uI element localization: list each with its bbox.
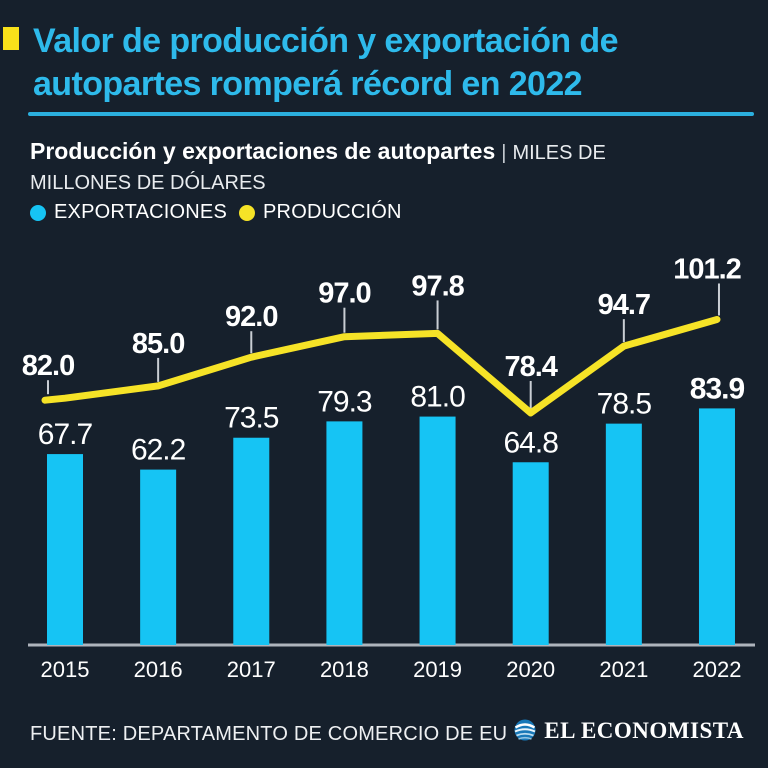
footer-source: FUENTE: DEPARTAMENTO DE COMERCIO DE EU <box>30 723 508 745</box>
bar-value-label-2017: 73.5 <box>224 402 279 435</box>
brand-name: EL ECONOMISTA <box>544 718 744 743</box>
legend-item-exportaciones: EXPORTACIONES <box>30 201 227 224</box>
subtitle-separator: | <box>501 142 507 164</box>
bar-value-label-2020: 64.8 <box>504 426 559 459</box>
line-value-label-2020: 78.4 <box>504 351 557 383</box>
bar-value-label-2022: 83.9 <box>690 372 745 405</box>
subtitle-unit-line1: MILES DE <box>512 142 606 164</box>
legend-dot-exportaciones-icon <box>30 204 46 221</box>
line-value-label-2021: 94.7 <box>598 289 650 321</box>
line-value-label-2019: 97.8 <box>411 270 464 302</box>
bar-2016 <box>140 469 177 645</box>
chart: 67.7 62.2 73.5 79.3 81.0 64.8 78.5 83.9 82.0 85.0… <box>22 253 755 682</box>
bar-value-label-2018: 79.3 <box>317 385 372 418</box>
x-axis-label-2016: 2016 <box>134 657 183 682</box>
legend-dot-produccion-icon <box>239 204 256 221</box>
bar-2021 <box>605 423 642 645</box>
line-value-label-2022: 101.2 <box>673 253 741 285</box>
title-divider <box>28 112 754 116</box>
page-title-line2: autopartes romperá récord en 2022 <box>33 65 583 103</box>
globe-icon <box>514 719 536 741</box>
chart-area: 67.7 62.2 73.5 79.3 81.0 64.8 78.5 83.9 82.0 85.0… <box>0 238 768 708</box>
chart-legend: EXPORTACIONES PRODUCCIÓN <box>30 201 402 224</box>
line-value-label-2017: 92.0 <box>225 301 277 333</box>
chart-subtitle-text: Producción y exportaciones de autopartes <box>30 138 496 164</box>
legend-label-exportaciones: EXPORTACIONES <box>54 201 228 223</box>
page-title-line1: Valor de producción y exportación de <box>33 22 618 60</box>
bar-2018 <box>326 421 363 645</box>
bar-2015 <box>47 454 83 645</box>
chart-subtitle: Producción y exportaciones de autopartes… <box>30 136 742 198</box>
subtitle-unit-line2: MILLONES DE DÓLARES <box>30 172 266 194</box>
brand-logo: EL ECONOMISTA <box>513 718 744 744</box>
x-axis-label-2021: 2021 <box>599 657 648 682</box>
bar-2019 <box>419 416 456 645</box>
bar-value-label-2015: 67.7 <box>38 418 93 451</box>
x-axis-label-2017: 2017 <box>227 657 276 682</box>
bar-value-label-2019: 81.0 <box>410 381 465 414</box>
line-value-label-2016: 85.0 <box>132 328 184 360</box>
bar-value-label-2021: 78.5 <box>597 388 652 421</box>
legend-label-produccion: PRODUCCIÓN <box>263 201 402 223</box>
line-value-label-2018: 97.0 <box>318 278 370 310</box>
accent-marker <box>3 27 19 50</box>
page-title: Valor de producción y exportación de aut… <box>33 20 757 106</box>
x-axis-label-2020: 2020 <box>506 657 555 682</box>
x-axis-label-2018: 2018 <box>320 657 369 682</box>
bar-2017 <box>233 437 270 645</box>
production-line <box>41 315 721 417</box>
x-axis-label-2022: 2022 <box>693 657 742 682</box>
x-axis-label-2019: 2019 <box>413 657 462 682</box>
legend-item-produccion: PRODUCCIÓN <box>239 201 402 224</box>
bar-2022 <box>698 408 735 645</box>
bar-value-label-2016: 62.2 <box>131 434 186 467</box>
line-value-label-2015: 82.0 <box>22 350 74 382</box>
bar-2020 <box>512 462 549 645</box>
x-axis-label-2015: 2015 <box>41 657 90 682</box>
